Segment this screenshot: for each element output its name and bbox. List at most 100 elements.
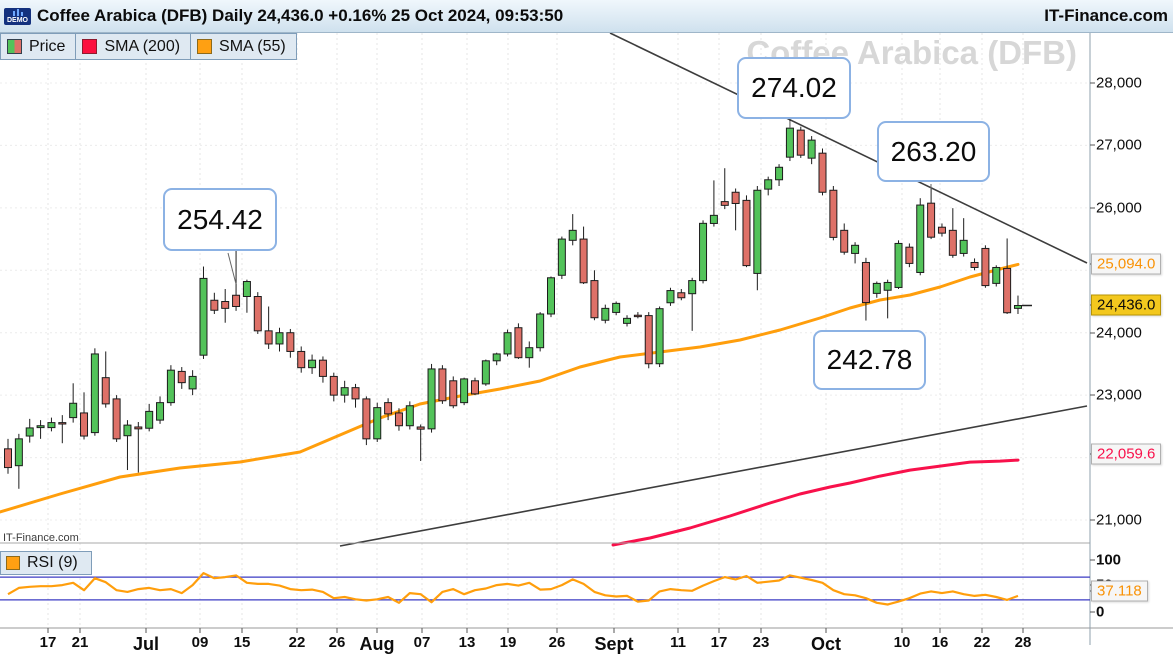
descending-resistance[interactable] [609,32,1088,264]
candle-body[interactable] [492,353,501,362]
candle-body[interactable] [981,247,990,287]
candle-body[interactable] [438,368,447,402]
candle-body[interactable] [818,152,827,193]
candle-body[interactable] [959,239,968,254]
legend-sma200[interactable]: SMA (200) [76,33,192,60]
candle-body[interactable] [742,199,751,267]
candle-body[interactable] [373,407,382,440]
candle-body[interactable] [872,282,881,294]
candle-body[interactable] [340,387,349,396]
legend-sma55[interactable]: SMA (55) [191,33,297,60]
candle-body[interactable] [688,280,697,295]
candle-body[interactable] [655,308,664,365]
candle-body[interactable] [699,222,708,282]
candle-body[interactable] [894,242,903,288]
legend-rsi[interactable]: RSI (9) [0,551,92,575]
candle-body[interactable] [449,380,458,407]
candle-body[interactable] [90,353,99,434]
candle-body[interactable] [927,202,936,238]
candle-body[interactable] [861,261,870,304]
candle-body[interactable] [579,238,588,284]
candle-body[interactable] [731,191,740,204]
candle-body[interactable] [264,330,273,345]
candle-body[interactable] [677,292,686,299]
rsi-line[interactable] [7,571,1019,606]
candle-body[interactable] [644,315,653,365]
candle-body[interactable] [1013,304,1022,309]
candle-body[interactable] [775,166,784,181]
candle-body[interactable] [297,350,306,369]
candle-body[interactable] [764,179,773,190]
candle-body[interactable] [807,139,816,159]
candle-body[interactable] [384,402,393,415]
candle-body[interactable] [547,277,555,315]
candle-body[interactable] [405,405,414,427]
candle-body[interactable] [666,290,675,304]
candle-body[interactable] [101,377,110,405]
candle-body[interactable] [177,370,186,384]
candle-body[interactable] [47,422,56,429]
candle-body[interactable] [568,229,577,241]
candle-body[interactable] [166,369,175,404]
candle-body[interactable] [242,281,251,298]
candle-body[interactable] [753,189,762,274]
candle-body[interactable] [199,277,208,356]
candle-body[interactable] [123,424,132,437]
candle-body[interactable] [80,412,89,437]
candle-body[interactable] [905,246,914,264]
price-callout-263.20[interactable]: 263.20 [877,121,990,182]
candle-body[interactable] [829,189,838,238]
candle-body[interactable] [427,368,436,430]
candle-body[interactable] [525,347,534,359]
ascending-support[interactable] [339,405,1088,547]
candle-body[interactable] [351,387,360,400]
price-callout-254.42[interactable]: 254.42 [163,188,277,251]
candle-body[interactable] [840,229,849,253]
candle-body[interactable] [329,375,338,396]
sma55-line[interactable] [0,262,1020,514]
candle-body[interactable] [112,398,121,440]
candle-body[interactable] [590,280,599,319]
candle-body[interactable] [633,314,642,318]
candle-body[interactable] [308,359,317,369]
candle-body[interactable] [709,214,718,224]
legend-price[interactable]: Price [0,33,77,60]
brand-link[interactable]: IT-Finance.com [1044,6,1168,25]
candle-body[interactable] [503,332,512,355]
candle-body[interactable] [58,422,67,425]
candle-body[interactable] [785,127,794,158]
candle-body[interactable] [481,360,490,385]
candle-body[interactable] [394,412,403,427]
candle-body[interactable] [470,380,479,395]
candle-body[interactable] [145,410,154,429]
demo-badge[interactable]: DEMO [4,7,31,25]
candle-body[interactable] [188,375,197,390]
candle-body[interactable] [612,302,621,313]
candle-body[interactable] [4,448,12,469]
candle-body[interactable] [623,317,632,324]
candle-body[interactable] [720,201,729,206]
candle-body[interactable] [514,327,523,359]
candle-body[interactable] [601,307,610,321]
candle-body[interactable] [69,402,78,419]
candle-body[interactable] [1003,267,1012,314]
price-callout-274.02[interactable]: 274.02 [737,57,851,119]
candle-body[interactable] [851,244,860,254]
candle-body[interactable] [25,427,34,437]
candle-body[interactable] [210,299,219,311]
candle-body[interactable] [221,301,230,309]
candle-body[interactable] [232,294,241,307]
candle-body[interactable] [253,296,262,332]
candle-body[interactable] [156,402,165,421]
candle-body[interactable] [286,332,295,352]
candle-body[interactable] [416,426,425,430]
candle-body[interactable] [14,438,23,467]
price-callout-242.78[interactable]: 242.78 [813,330,926,390]
candle-body[interactable] [883,281,892,291]
candle-body[interactable] [916,204,925,273]
candle-body[interactable] [460,378,469,404]
candle-body[interactable] [557,238,566,276]
candle-body[interactable] [948,229,957,256]
candle-body[interactable] [536,313,545,349]
